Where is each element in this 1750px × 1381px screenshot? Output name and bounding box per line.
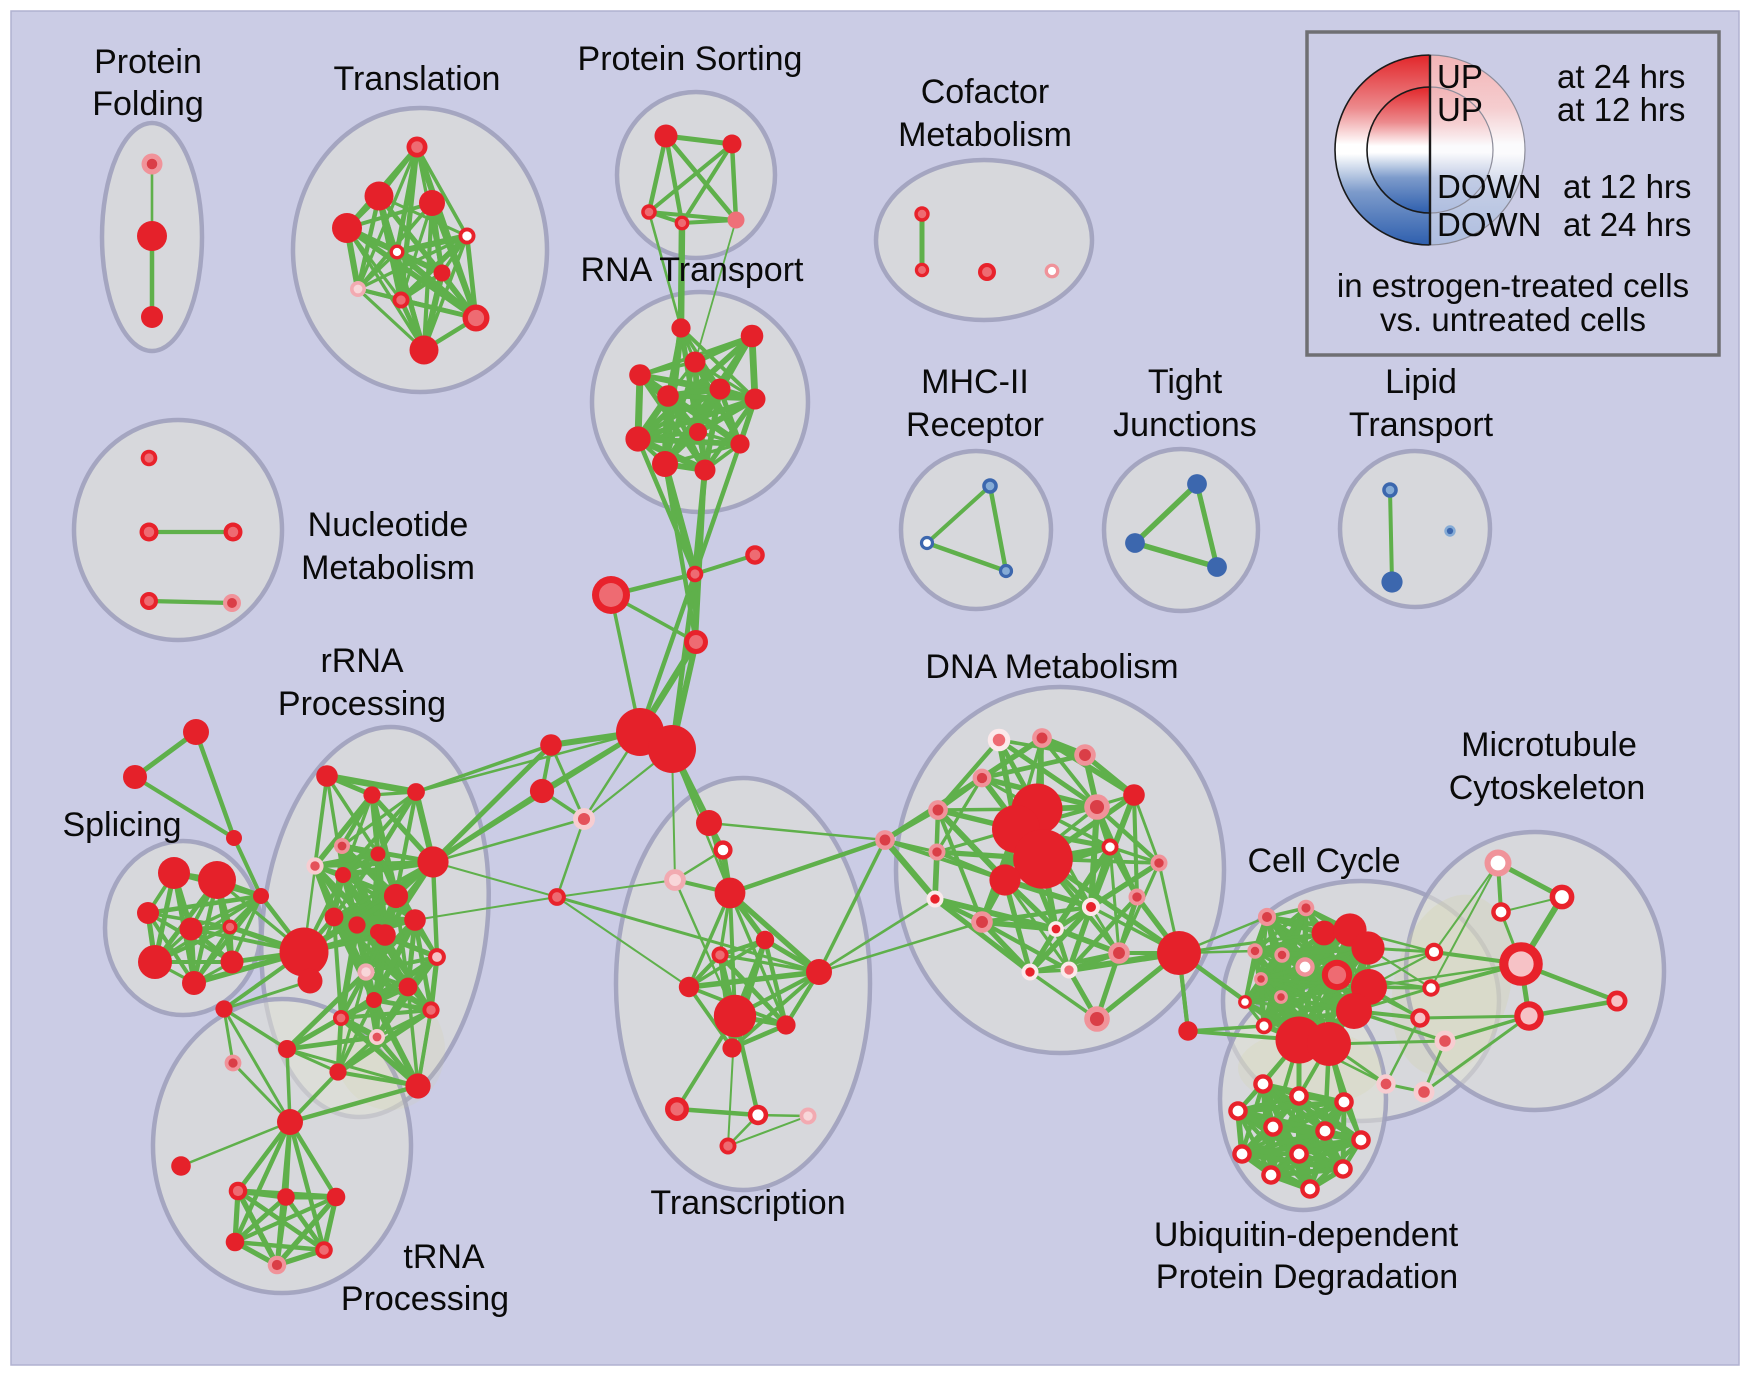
svg-text:Nucleotide: Nucleotide: [308, 506, 469, 544]
svg-text:at 24 hrs: at 24 hrs: [1563, 206, 1691, 243]
svg-text:DNA Metabolism: DNA Metabolism: [925, 648, 1178, 686]
svg-text:RNA Transport: RNA Transport: [581, 251, 805, 289]
svg-text:Processing: Processing: [278, 685, 446, 723]
svg-text:Protein Sorting: Protein Sorting: [578, 40, 803, 78]
svg-text:Lipid: Lipid: [1385, 363, 1457, 401]
svg-text:vs. untreated cells: vs. untreated cells: [1380, 301, 1646, 338]
svg-text:at 24 hrs: at 24 hrs: [1557, 58, 1685, 95]
svg-text:UP: UP: [1437, 58, 1483, 95]
svg-text:Cytoskeleton: Cytoskeleton: [1449, 769, 1646, 807]
svg-text:Transport: Transport: [1349, 406, 1494, 444]
svg-text:Microtubule: Microtubule: [1461, 726, 1637, 764]
svg-text:UP: UP: [1437, 91, 1483, 128]
svg-text:DOWN: DOWN: [1437, 168, 1541, 205]
svg-text:Receptor: Receptor: [906, 406, 1044, 444]
svg-text:Metabolism: Metabolism: [898, 116, 1072, 154]
svg-text:Protein: Protein: [94, 43, 202, 81]
svg-text:Folding: Folding: [92, 85, 204, 123]
svg-text:tRNA: tRNA: [403, 1238, 485, 1276]
svg-text:Metabolism: Metabolism: [301, 549, 475, 587]
svg-text:at 12 hrs: at 12 hrs: [1557, 91, 1685, 128]
svg-text:Processing: Processing: [341, 1280, 509, 1318]
svg-text:Transcription: Transcription: [650, 1184, 845, 1222]
svg-text:Translation: Translation: [334, 60, 501, 98]
svg-text:Cofactor: Cofactor: [921, 73, 1050, 111]
svg-text:Ubiquitin-dependent: Ubiquitin-dependent: [1154, 1216, 1459, 1254]
svg-text:Cell Cycle: Cell Cycle: [1247, 842, 1400, 880]
svg-text:rRNA: rRNA: [320, 642, 403, 680]
svg-text:Junctions: Junctions: [1113, 406, 1257, 444]
svg-text:DOWN: DOWN: [1437, 206, 1541, 243]
svg-text:Protein Degradation: Protein Degradation: [1156, 1258, 1458, 1296]
svg-text:at 12 hrs: at 12 hrs: [1563, 168, 1691, 205]
svg-text:Tight: Tight: [1148, 363, 1223, 401]
svg-text:MHC-II: MHC-II: [921, 363, 1029, 401]
svg-text:in estrogen-treated cells: in estrogen-treated cells: [1337, 267, 1689, 304]
svg-text:Splicing: Splicing: [62, 806, 181, 844]
